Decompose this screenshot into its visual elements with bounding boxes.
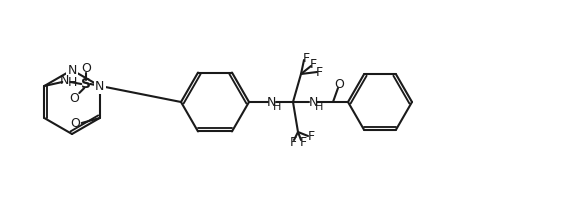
- Text: F: F: [289, 135, 297, 149]
- Text: F: F: [300, 135, 307, 149]
- Text: S: S: [81, 77, 91, 91]
- Text: F: F: [308, 130, 315, 144]
- Text: N: N: [60, 74, 69, 88]
- Text: O: O: [81, 61, 91, 74]
- Text: F: F: [303, 51, 309, 65]
- Text: F: F: [316, 65, 323, 79]
- Text: O: O: [69, 92, 79, 104]
- Text: H: H: [315, 102, 323, 112]
- Text: N: N: [95, 79, 104, 93]
- Text: H: H: [273, 102, 281, 112]
- Text: H: H: [67, 75, 77, 88]
- Text: N: N: [266, 96, 276, 108]
- Text: N: N: [67, 64, 77, 76]
- Text: O: O: [334, 78, 344, 90]
- Text: N: N: [308, 96, 317, 108]
- Text: F: F: [309, 57, 316, 70]
- Text: O: O: [70, 116, 80, 130]
